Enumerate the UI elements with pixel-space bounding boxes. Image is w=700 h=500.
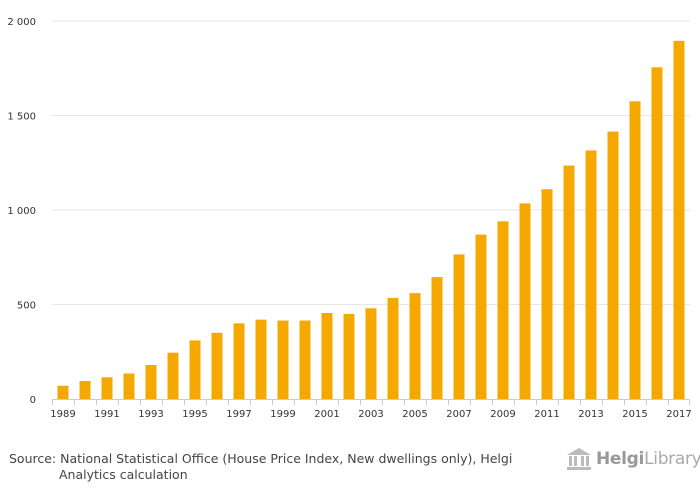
x-tick-label: 1993 [138, 409, 163, 420]
library-building-icon [567, 448, 591, 470]
bar-1993 [145, 364, 157, 399]
logo-brand-bold: Helgi [596, 449, 645, 469]
x-tick-label: 1995 [182, 409, 207, 420]
logo-brand-rest: Library [644, 449, 700, 469]
bar-1992 [123, 373, 135, 399]
x-tick-label: 2009 [490, 409, 515, 420]
bar-2001 [321, 313, 333, 399]
bar-2007 [453, 254, 465, 399]
y-tick-label: 500 [17, 301, 36, 312]
bar-2016 [651, 67, 663, 400]
y-tick-label: 0 [30, 395, 36, 406]
bar-2000 [299, 320, 311, 399]
x-tick-label: 2017 [666, 409, 691, 420]
bar-2004 [387, 297, 399, 399]
bar-2013 [585, 150, 597, 399]
bar-2017 [673, 40, 685, 399]
bar-2002 [343, 313, 355, 399]
bar-1990 [79, 381, 91, 399]
gridlines [52, 20, 690, 305]
x-tick-label: 2015 [622, 409, 647, 420]
source-line-1: Source: National Statistical Office (Hou… [9, 451, 513, 466]
bar-1996 [211, 332, 223, 399]
bar-1995 [189, 340, 201, 399]
y-tick-label: 1 500 [7, 112, 36, 123]
x-tick-label: 1997 [226, 409, 251, 420]
helgi-library-logo: HelgiLibrary [566, 446, 700, 472]
x-tick-label: 1991 [94, 409, 119, 420]
bars [57, 40, 685, 400]
source-note: Source: National Statistical Office (Hou… [9, 451, 529, 483]
bar-1999 [277, 320, 289, 399]
bar-2006 [431, 277, 443, 399]
x-tick-label: 2013 [578, 409, 603, 420]
bar-2014 [607, 131, 619, 399]
bar-2003 [365, 308, 377, 399]
y-tick-labels: 0 500 1 000 1 500 2 000 [7, 17, 36, 406]
bar-2008 [475, 234, 487, 399]
x-tick-label: 2003 [358, 409, 383, 420]
bar-1989 [57, 385, 69, 399]
y-tick-label: 1 000 [7, 206, 36, 217]
y-tick-label: 2 000 [7, 17, 36, 28]
source-line-2: Analytics calculation [59, 467, 188, 482]
x-tick-labels: 1989 1991 1993 1995 1997 1999 2001 2003 2005 2007… [50, 409, 691, 420]
x-tick-label: 2011 [534, 409, 559, 420]
x-tick-label: 2007 [446, 409, 471, 420]
bar-2010 [519, 203, 531, 399]
bar-2015 [629, 101, 641, 399]
logo-text: HelgiLibrary [596, 449, 700, 469]
bar-1997 [233, 323, 245, 399]
x-tick-label: 2001 [314, 409, 339, 420]
bar-1994 [167, 352, 179, 399]
bar-2012 [563, 165, 575, 399]
bar-2005 [409, 293, 421, 399]
axes [52, 399, 690, 405]
x-tick-label: 2005 [402, 409, 427, 420]
x-tick-label: 1999 [270, 409, 295, 420]
bar-1998 [255, 319, 267, 399]
x-tick-label: 1989 [50, 409, 75, 420]
bar-2011 [541, 189, 553, 399]
bar-2009 [497, 221, 509, 399]
bar-1991 [101, 377, 113, 399]
